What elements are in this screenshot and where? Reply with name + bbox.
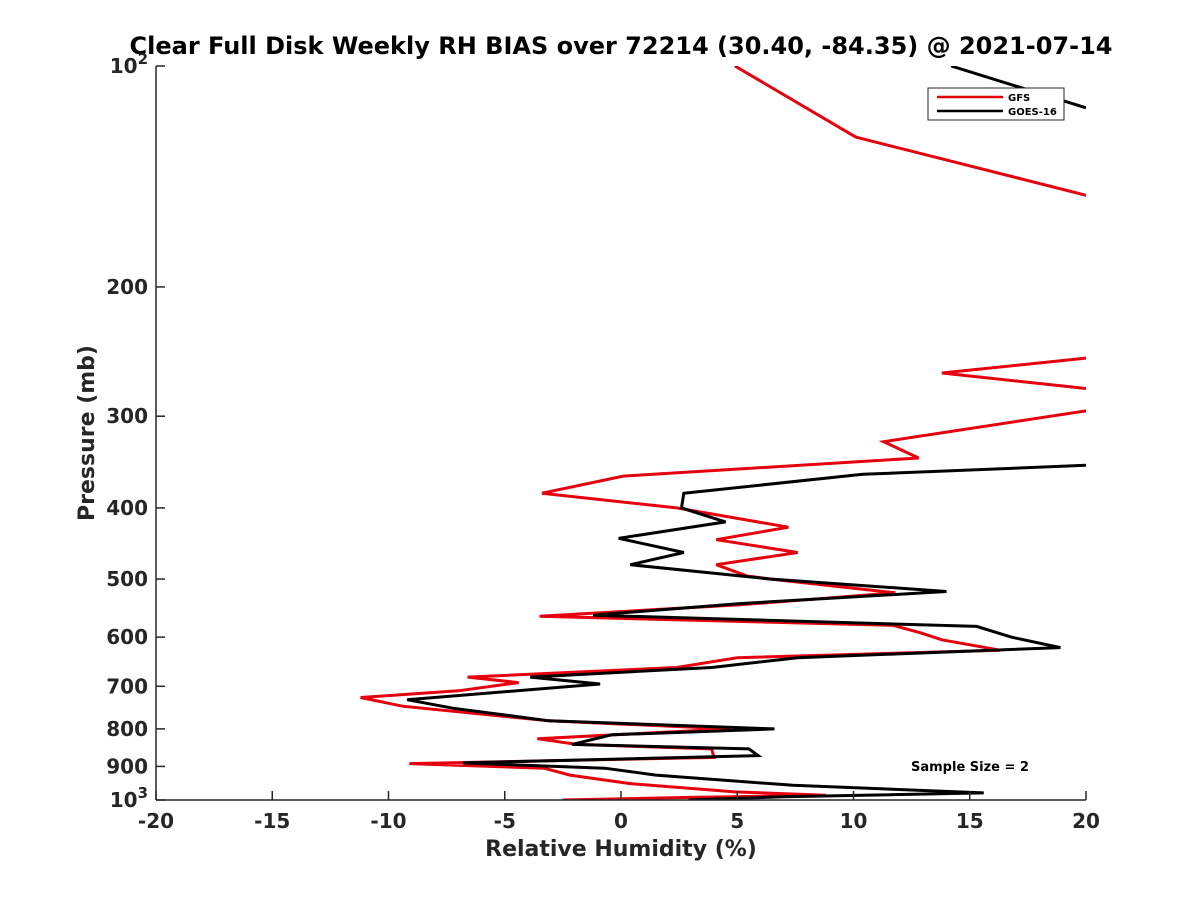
legend: GFS GOES-16 — [927, 87, 1065, 121]
x-tick-label: -15 — [254, 809, 290, 833]
x-tick-label: -20 — [138, 809, 174, 833]
chart-title: Clear Full Disk Weekly RH BIAS over 7221… — [130, 32, 1113, 60]
legend-box — [927, 87, 1065, 121]
y-tick-label: 300 — [106, 404, 148, 428]
y-tick-label: 500 — [106, 567, 148, 591]
y-tick-label: 800 — [106, 717, 148, 741]
y-tick-label: 600 — [106, 625, 148, 649]
y-ticks: 102 200 300 400 500 600 700 800 900 103 — [106, 50, 165, 812]
y-tick-label: 103 — [110, 784, 148, 812]
y-tick-label: 400 — [106, 496, 148, 520]
legend-label-goes16: GOES-16 — [1008, 107, 1057, 118]
y-tick-label: 200 — [106, 275, 148, 299]
legend-label-gfs: GFS — [1008, 93, 1030, 104]
y-tick-label: 700 — [106, 674, 148, 698]
x-tick-label: 5 — [730, 809, 744, 833]
x-tick-label: 0 — [614, 809, 628, 833]
x-tick-label: 20 — [1072, 809, 1100, 833]
x-tick-label: -5 — [494, 809, 516, 833]
y-tick-label: 102 — [110, 50, 148, 78]
x-tick-label: 15 — [956, 809, 984, 833]
x-axis-label: Relative Humidity (%) — [485, 837, 757, 862]
x-tick-label: -10 — [370, 809, 406, 833]
x-tick-label: 10 — [840, 809, 868, 833]
sample-size-annotation: Sample Size = 2 — [911, 760, 1029, 775]
y-tick-label: 900 — [106, 754, 148, 778]
y-axis-label: Pressure (mb) — [75, 345, 100, 521]
series-line-gfs — [360, 66, 1086, 800]
x-ticks: -20 -15 -10 -5 0 5 10 15 20 — [138, 791, 1100, 833]
